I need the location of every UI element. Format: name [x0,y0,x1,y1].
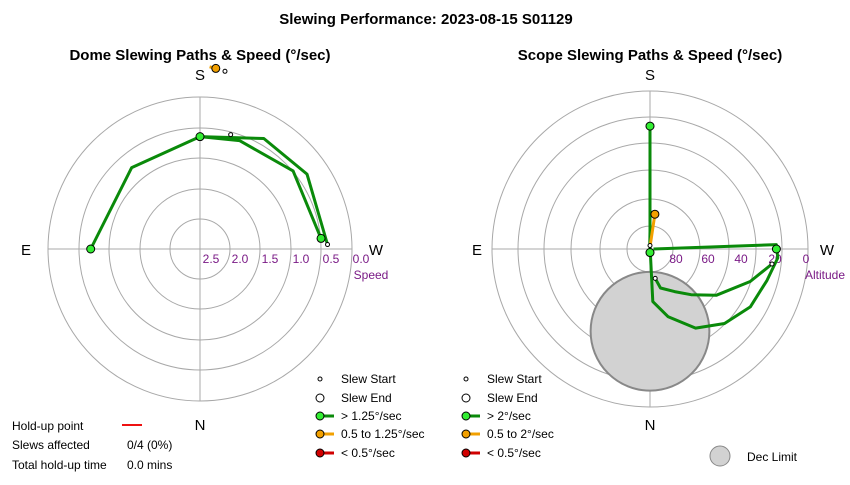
scope-slew-end-marker [771,244,781,254]
dome-legend-marker-swatch [315,448,325,458]
dome-slew-end-marker [86,244,96,254]
scope-paths [645,121,781,330]
dome-slew-start-marker [325,242,331,248]
dome-chart-title: Dome Slewing Paths & Speed (°/sec) [69,47,330,64]
scope-slew-path [653,262,773,297]
dome-tick-label: 1.5 [262,252,279,266]
scope-chart-title: Scope Slewing Paths & Speed (°/sec) [518,47,782,64]
dome-legend-label: Slew End [341,391,392,405]
dome-slew-start-marker [228,132,234,138]
holdup-point-label: Hold-up point [12,419,84,433]
dome-slew-path [199,135,329,245]
dome-grid [47,96,353,402]
scope-slew-path [648,213,657,246]
dome-polar-chart: Dome Slewing Paths & Speed (°/sec) S N E… [21,47,388,434]
scope-legend-label: 0.5 to 2°/sec [487,427,554,441]
scope-legend-marker-swatch [461,448,471,458]
scope-slew-start-marker [652,275,658,281]
dome-dir-left: E [21,242,31,259]
scope-dir-bottom: N [645,417,656,434]
dome-legend-marker-swatch [315,411,325,421]
dome-tick-label: 2.0 [232,252,249,266]
dome-tick-label: 0.5 [323,252,340,266]
dome-radial-ticks: 2.5 2.0 1.5 1.0 0.5 0.0 [203,252,370,266]
scope-dir-top: S [645,67,655,84]
dome-dir-right: W [369,242,384,259]
scope-tick-label: 80 [669,252,683,266]
holdup-slews-value: 0/4 (0%) [127,438,172,452]
dome-slew-end-marker [211,63,221,73]
figure-title: Slewing Performance: 2023-08-15 S01129 [279,11,573,28]
dome-legend-start-swatch [317,376,323,382]
holdup-slews-label: Slews affected [12,438,90,452]
scope-legend-marker-swatch [461,429,471,439]
scope-legend-marker-swatch [461,411,471,421]
scope-legend-label: > 2°/sec [487,409,531,423]
dome-legend-label: > 1.25°/sec [341,409,402,423]
scope-legend-start-swatch [463,376,469,382]
holdup-total-label: Total hold-up time [12,458,107,472]
dec-limit-legend: Dec Limit [709,445,798,467]
scope-radial-axis-label: Altitude [805,268,845,282]
dome-tick-label: 2.5 [203,252,220,266]
scope-tick-label: 40 [734,252,748,266]
holdup-total-value: 0.0 mins [127,458,172,472]
dome-legend-end-swatch [315,393,325,403]
scope-tick-label: 60 [701,252,715,266]
dome-legend: Slew Start Slew End > 1.25°/sec 0.5 to 1.25… [315,372,425,460]
scope-polar-chart: Scope Slewing Paths & Speed (°/sec) S N … [472,47,845,434]
scope-slew-end-marker [645,121,655,131]
dome-legend-label: < 0.5°/sec [341,446,395,460]
scope-legend-end-swatch [461,393,471,403]
scope-legend-label: Slew Start [487,372,542,386]
scope-slew-end-marker [645,248,655,258]
scope-slew-start-marker [769,261,775,267]
dec-limit-disk [589,270,711,392]
scope-dir-left: E [472,242,482,259]
scope-tick-label: 0 [803,252,810,266]
scope-dir-right: W [820,242,835,259]
dome-slew-start-marker [222,68,228,74]
scope-radial-ticks: 80 60 40 20 0 [669,252,809,266]
dome-legend-label: 0.5 to 1.25°/sec [341,427,425,441]
scope-legend-label: < 0.5°/sec [487,446,541,460]
dome-slew-end-marker [195,132,205,142]
dome-dir-bottom: N [195,417,206,434]
dome-legend-label: Slew Start [341,372,396,386]
dec-limit-legend-swatch [709,445,731,467]
dome-tick-label: 1.0 [293,252,310,266]
scope-slew-end-marker [650,209,660,219]
dome-tick-label: 0.0 [353,252,370,266]
dec-limit-legend-label: Dec Limit [747,450,798,464]
dome-slew-end-marker [316,233,326,243]
dome-dir-top: S [195,67,205,84]
holdup-panel: Hold-up point Slews affected 0/4 (0%) To… [12,419,172,472]
scope-slew-start-marker [647,242,653,248]
dome-legend-marker-swatch [315,429,325,439]
scope-legend: Slew Start Slew End > 2°/sec 0.5 to 2°/sec <… [461,372,554,460]
dome-paths [86,63,331,254]
dome-radial-axis-label: Speed [354,268,389,282]
scope-legend-label: Slew End [487,391,538,405]
